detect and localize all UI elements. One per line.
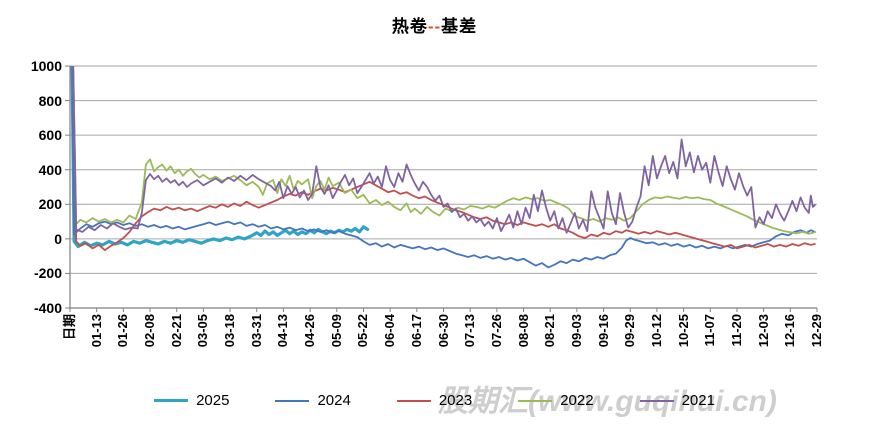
x-tick-label: 05-22 xyxy=(355,314,371,348)
x-tick-label: 01-26 xyxy=(115,314,131,348)
series-line-2025 xyxy=(70,66,370,249)
legend-line-marker xyxy=(396,399,431,402)
x-tick-label: 05-09 xyxy=(328,314,344,348)
x-tick-label: 11-07 xyxy=(702,314,718,347)
y-tick-label: 0 xyxy=(54,230,62,247)
legend-line-marker xyxy=(639,399,674,402)
y-tick-label: 200 xyxy=(38,196,62,213)
legend-item-2021: 2021 xyxy=(639,392,715,409)
x-tick-label: 08-21 xyxy=(542,314,558,348)
chart-title: 热卷--基差 xyxy=(0,12,869,37)
x-tick-label: 06-30 xyxy=(435,314,451,348)
legend-item-2023: 2023 xyxy=(396,392,473,409)
x-tick-label: 08-08 xyxy=(515,314,531,348)
y-tick-label: -400 xyxy=(33,300,62,316)
legend-item-2025: 2025 xyxy=(154,392,229,409)
x-tick-label: 12-29 xyxy=(809,314,824,348)
chart-title-part: -- xyxy=(427,17,442,36)
legend-label: 2021 xyxy=(681,392,715,409)
chart-title-part: 热卷 xyxy=(391,17,428,36)
watermark: 股期汇(www.guqihui.cn) xyxy=(438,385,777,418)
x-tick-label: 12-16 xyxy=(782,314,798,348)
x-tick-label: 11-20 xyxy=(728,314,744,347)
series-line-2021 xyxy=(72,66,816,234)
y-tick-label: 400 xyxy=(38,161,62,178)
x-tick-label: 07-13 xyxy=(462,314,478,348)
x-tick-label: 06-04 xyxy=(382,314,398,348)
y-tick-label: 800 xyxy=(38,92,62,109)
chart-title-part: 基差 xyxy=(441,17,478,36)
x-tick-label: 04-13 xyxy=(275,314,291,348)
y-tick-label: -200 xyxy=(33,265,62,282)
x-tick-label: 09-16 xyxy=(595,314,611,348)
x-tick-label: 06-17 xyxy=(408,314,424,348)
y-tick-label: 1000 xyxy=(30,58,62,74)
x-tick-label: 02-21 xyxy=(168,314,184,348)
legend-line-marker xyxy=(275,399,310,402)
legend-item-2022: 2022 xyxy=(518,392,594,409)
x-tick-label: 09-03 xyxy=(568,314,584,348)
x-tick-label: 10-25 xyxy=(675,314,691,348)
x-tick-label: 12-03 xyxy=(755,314,771,348)
y-tick-label: 600 xyxy=(38,127,62,144)
legend-line-marker xyxy=(154,399,189,402)
legend-label: 2024 xyxy=(317,392,351,409)
legend-label: 2025 xyxy=(196,392,230,409)
x-tick-label: 日期 xyxy=(62,314,77,341)
series-line-2022 xyxy=(72,66,816,235)
x-tick-label: 07-26 xyxy=(488,314,504,348)
legend-line-marker xyxy=(518,399,553,402)
x-tick-label: 03-05 xyxy=(195,314,211,348)
x-tick-label: 01-13 xyxy=(88,314,104,348)
legend-item-2024: 2024 xyxy=(275,392,351,409)
x-tick-label: 10-12 xyxy=(648,314,664,348)
series-line-2024 xyxy=(71,66,816,269)
legend: 2025 2024 2023 2022 2021 xyxy=(0,392,869,409)
x-tick-label: 03-18 xyxy=(222,314,238,348)
x-tick-label: 02-08 xyxy=(142,314,158,348)
x-tick-label: 03-31 xyxy=(248,314,264,348)
legend-label: 2023 xyxy=(438,392,473,409)
x-tick-label: 09-29 xyxy=(622,314,638,348)
legend-label: 2022 xyxy=(560,392,594,409)
x-tick-label: 04-26 xyxy=(302,314,318,348)
